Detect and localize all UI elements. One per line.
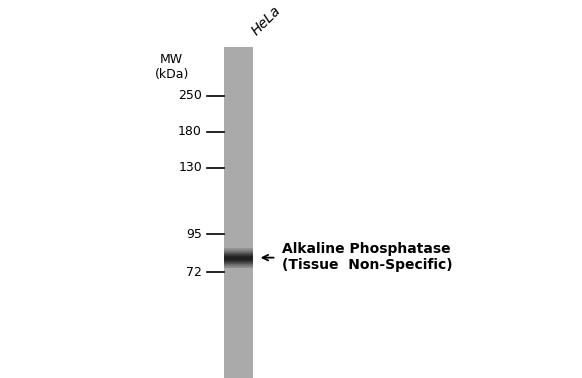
Text: 130: 130 xyxy=(178,161,202,174)
Bar xyxy=(224,263,253,264)
Bar xyxy=(224,255,253,256)
Bar xyxy=(224,262,253,263)
Bar xyxy=(224,48,253,378)
Bar xyxy=(224,267,253,268)
Bar xyxy=(224,256,253,257)
Bar xyxy=(224,258,253,259)
Bar xyxy=(224,264,253,265)
Bar xyxy=(224,249,253,250)
Text: Alkaline Phosphatase: Alkaline Phosphatase xyxy=(282,242,451,256)
Bar xyxy=(224,261,253,262)
Bar xyxy=(224,251,253,252)
Bar xyxy=(224,265,253,266)
Bar xyxy=(224,259,253,260)
Text: MW
(kDa): MW (kDa) xyxy=(154,53,189,81)
Text: 250: 250 xyxy=(178,90,202,102)
Text: 72: 72 xyxy=(186,265,202,279)
Bar xyxy=(224,260,253,261)
Text: (Tissue  Non-Specific): (Tissue Non-Specific) xyxy=(282,258,453,272)
Text: 95: 95 xyxy=(186,228,202,241)
Bar xyxy=(224,248,253,249)
Bar xyxy=(224,250,253,251)
Bar xyxy=(224,266,253,267)
Bar xyxy=(224,254,253,255)
Text: 180: 180 xyxy=(178,125,202,138)
Bar xyxy=(224,253,253,254)
Text: HeLa: HeLa xyxy=(249,4,284,39)
Bar xyxy=(224,252,253,253)
Bar xyxy=(224,257,253,258)
